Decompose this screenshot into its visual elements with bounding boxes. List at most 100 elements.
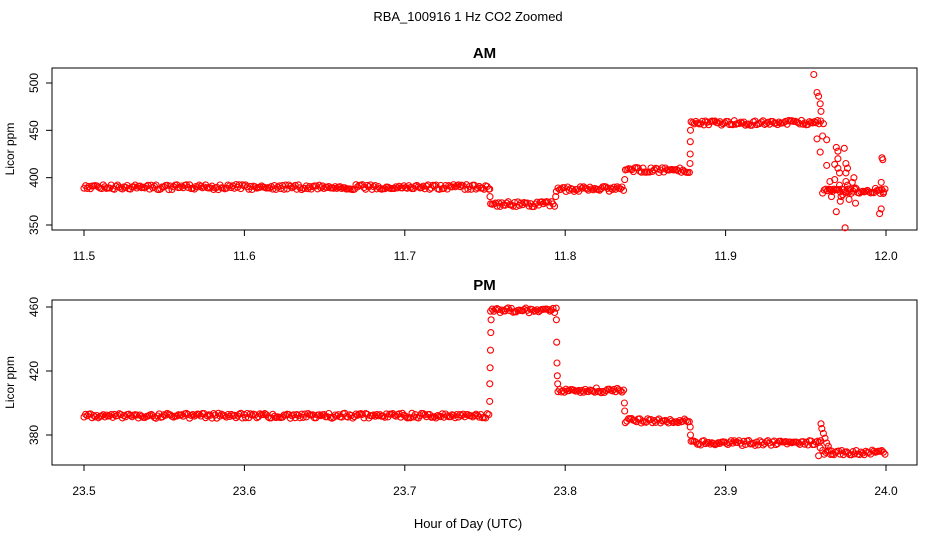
pm-data-point [154,412,162,420]
pm-data-point [682,417,690,425]
am-data-point [519,201,527,209]
pm-data-point [536,306,544,315]
pm-data-point [621,407,629,415]
pm-data-point [815,452,823,460]
pm-data-point [751,441,759,449]
pm-data-point [827,447,836,455]
am-data-point [607,184,615,192]
pm-data-point [618,388,626,396]
pm-panel-title: PM [473,277,496,294]
am-data-point [819,120,827,128]
pm-data-point [881,450,889,458]
pm-data-point [486,364,494,372]
am-data-point [850,174,858,182]
pm-data-point [544,306,552,314]
am-data-point [610,183,618,191]
am-data-point [486,185,494,193]
am-x-tick-label: 11.9 [714,249,737,263]
pm-data-point [813,437,822,445]
am-data-point [658,164,666,172]
am-data-point [819,132,827,140]
pm-data-point [285,411,293,419]
am-y-axis-label: Licor ppm [3,123,17,176]
pm-data-point [733,438,742,446]
pm-data-point [801,440,809,448]
am-data-point [418,184,426,192]
am-panel-title: AM [473,45,496,62]
pm-data-point [487,316,495,324]
pm-x-tick-label: 23.6 [233,484,257,498]
am-plot-frame [51,67,918,231]
pm-data-point [637,419,645,427]
pm-data-point [485,411,493,419]
pm-data-point [325,409,333,418]
am-data-point [834,155,842,163]
pm-data-point [644,415,652,423]
pm-data-point [402,412,410,420]
am-data-point [341,184,349,192]
pm-data-point [226,412,234,421]
am-x-tick-label: 12.0 [874,249,898,263]
am-data-point [620,186,628,194]
pm-data-point [552,304,560,312]
pm-data-point [713,440,721,448]
pm-data-point [162,411,170,419]
pm-data-point [101,413,109,421]
am-data-point [848,178,856,186]
pm-data-point [553,359,561,367]
am-data-point [152,181,160,189]
am-data-point [827,186,836,194]
pm-data-point [486,397,494,405]
am-data-point [876,186,884,194]
am-data-point [394,184,402,192]
pm-x-tick-label: 23.5 [72,484,96,498]
pm-data-point [408,409,416,417]
am-data-point [813,135,821,143]
pm-data-point [528,306,536,314]
am-data-point [406,184,414,192]
am-data-point [178,182,186,190]
am-data-point [689,119,697,127]
am-data-points [80,70,889,232]
am-data-point [486,193,494,201]
am-data-point [735,120,743,128]
am-data-point [817,107,825,115]
am-data-point [816,100,824,108]
am-data-point [552,193,560,201]
am-data-point [435,185,443,193]
pm-y-tick-label: 420 [27,361,41,381]
pm-data-point [486,380,494,388]
pm-data-point [358,410,366,418]
am-data-point [877,205,885,213]
am-data-point [827,193,836,201]
am-data-point [816,148,824,156]
pm-data-point [817,420,825,428]
am-x-tick-label: 11.7 [394,249,417,263]
am-data-point [685,168,693,176]
am-data-point [384,183,392,191]
pm-data-point [549,304,557,312]
pm-x-tick-label: 23.8 [554,484,578,498]
pm-data-point [486,346,495,354]
am-data-point [274,183,282,191]
pm-data-point [498,306,506,314]
pm-data-point [551,308,559,317]
am-data-point [810,70,818,79]
am-data-point [841,224,849,232]
pm-data-point [851,450,859,458]
am-data-point [836,197,844,205]
pm-data-point [299,413,307,421]
pm-data-point [686,423,694,431]
am-data-point [840,144,848,152]
am-data-point [392,183,400,191]
am-data-point [496,202,504,210]
pm-y-tick-label: 380 [27,425,41,445]
am-data-point [450,181,458,189]
am-data-point [621,176,629,184]
pm-data-point [819,429,827,437]
am-data-point [851,199,860,207]
am-data-point [163,181,171,189]
am-y-tick-label: 450 [27,120,41,140]
pm-data-point [184,410,192,419]
